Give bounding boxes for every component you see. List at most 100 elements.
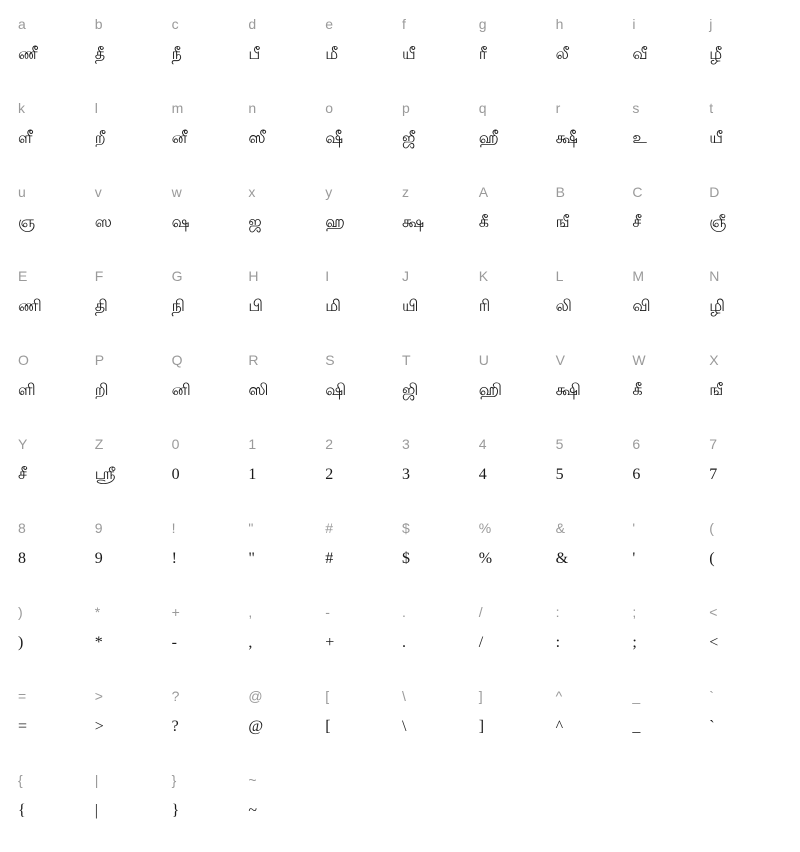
charmap-glyph: 0 [172,465,245,484]
charmap-cell: vஸ [93,180,170,264]
charmap-cell: Sஷி [323,348,400,432]
charmap-key: / [479,604,552,621]
charmap-key: K [479,268,552,285]
charmap-glyph: லீ [556,45,629,64]
charmap-cell: Oளி [16,348,93,432]
charmap-cell: Gநி [170,264,247,348]
character-map-grid: aணீbதீcநீdபீeமீfயீgரீhலீiவீjழீkளீlறீmனீn… [16,12,784,852]
charmap-cell: aணீ [16,12,93,96]
charmap-key: ( [709,520,782,537]
charmap-key: u [18,184,91,201]
charmap-key: ' [632,520,705,537]
charmap-cell: wஷ [170,180,247,264]
charmap-glyph: சீ [632,213,705,232]
charmap-cell: %% [477,516,554,600]
charmap-cell: (( [707,516,784,600]
charmap-key: , [248,604,321,621]
charmap-key: Q [172,352,245,369]
charmap-glyph: ழீ [709,45,782,64]
charmap-key: O [18,352,91,369]
charmap-glyph: க்ஷீ [556,129,629,148]
charmap-glyph: ஶ்ரீ [95,465,168,484]
charmap-glyph: { [18,801,91,820]
charmap-glyph: < [709,633,782,652]
charmap-glyph: . [402,633,475,652]
charmap-glyph: 6 [632,465,705,484]
charmap-glyph: ; [632,633,705,652]
charmap-cell: Nழி [707,264,784,348]
charmap-key: # [325,520,398,537]
charmap-key: * [95,604,168,621]
charmap-cell: Tஜி [400,348,477,432]
charmap-glyph: ஹி [479,381,552,400]
charmap-glyph: 1 [248,465,321,484]
charmap-glyph: 3 [402,465,475,484]
charmap-cell: Cசீ [630,180,707,264]
charmap-key: 5 [556,436,629,453]
charmap-key: m [172,100,245,117]
charmap-cell: 22 [323,432,400,516]
charmap-key: B [556,184,629,201]
charmap-glyph: னி [172,381,245,400]
charmap-glyph: 4 [479,465,552,484]
charmap-key: d [248,16,321,33]
charmap-key: P [95,352,168,369]
charmap-cell: oஷீ [323,96,400,180]
charmap-cell: ^^ [554,684,631,768]
charmap-key: z [402,184,475,201]
charmap-glyph: ஞீ [709,213,782,232]
charmap-glyph: பீ [248,45,321,64]
charmap-key: ) [18,604,91,621]
charmap-cell: Zஶ்ரீ [93,432,170,516]
charmap-glyph: கீ [632,381,705,400]
charmap-cell: [[ [323,684,400,768]
charmap-key: & [556,520,629,537]
charmap-key: J [402,268,475,285]
charmap-glyph: றி [95,381,168,400]
charmap-glyph: க்ஷ [402,213,475,232]
charmap-key: " [248,520,321,537]
charmap-cell: )) [16,600,93,684]
charmap-glyph: @ [248,717,321,736]
charmap-glyph: [ [325,717,398,736]
charmap-cell: Bஙீ [554,180,631,264]
charmap-glyph: > [95,717,168,736]
charmap-cell: D ஞீ [707,180,784,264]
charmap-key: R [248,352,321,369]
charmap-cell: sஉ [630,96,707,180]
charmap-cell: 77 [707,432,784,516]
charmap-key: w [172,184,245,201]
charmap-key: D [709,184,782,201]
charmap-glyph: தீ [95,45,168,64]
charmap-key: q [479,100,552,117]
charmap-key: F [95,268,168,285]
charmap-key: l [95,100,168,117]
charmap-key: h [556,16,629,33]
charmap-key: + [172,604,245,621]
charmap-key: 3 [402,436,475,453]
charmap-key: $ [402,520,475,537]
charmap-cell: fயீ [400,12,477,96]
charmap-key: 8 [18,520,91,537]
charmap-key: n [248,100,321,117]
charmap-key: _ [632,688,705,705]
charmap-key: 6 [632,436,705,453]
charmap-cell: nஸீ [246,96,323,180]
charmap-cell: Xஙீ [707,348,784,432]
charmap-cell: pஜீ [400,96,477,180]
charmap-cell: -+ [323,600,400,684]
charmap-key: 0 [172,436,245,453]
charmap-key: ] [479,688,552,705]
charmap-cell: xஜ [246,180,323,264]
charmap-glyph: + [325,633,398,652]
charmap-cell: 99 [93,516,170,600]
charmap-cell: Lலி [554,264,631,348]
charmap-glyph: மி [325,297,398,316]
charmap-key: 7 [709,436,782,453]
charmap-cell: Hபி [246,264,323,348]
charmap-glyph: / [479,633,552,652]
charmap-glyph: மீ [325,45,398,64]
charmap-key: : [556,604,629,621]
charmap-cell: || [93,768,170,852]
charmap-key: i [632,16,705,33]
